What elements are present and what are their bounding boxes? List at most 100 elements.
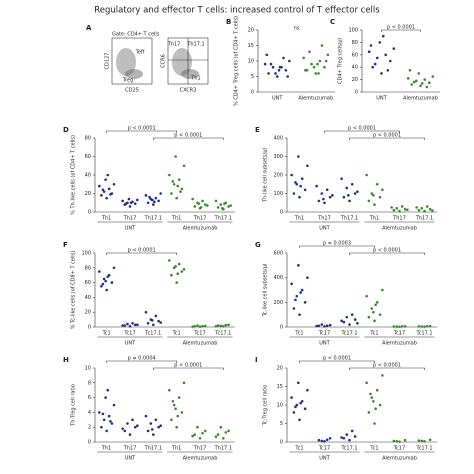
y-tick-label: 0 (88, 325, 91, 331)
dot (124, 202, 128, 205)
y-tick-label: 5 (251, 74, 254, 80)
dot (325, 188, 329, 192)
dot (428, 324, 432, 328)
dot (312, 65, 316, 69)
dot (127, 197, 131, 201)
dot (177, 396, 181, 399)
comparison-bracket (106, 252, 177, 255)
dot (297, 381, 300, 385)
y-tick-label: 20 (85, 191, 91, 197)
dot (168, 259, 171, 262)
dot (171, 400, 175, 403)
dot (398, 325, 401, 329)
dot (133, 323, 137, 327)
x-tick-label: UNT (272, 96, 283, 102)
dot (375, 388, 379, 392)
y-axis-label: CD4+ Treg cells/µl (338, 38, 344, 84)
p-value: p < 0.0001 (128, 248, 156, 254)
dot (320, 323, 324, 326)
x-tick-label: Th17 (123, 216, 137, 222)
dot (298, 313, 301, 316)
dot (378, 195, 382, 199)
y-tick-label: 0 (280, 210, 283, 216)
dot (144, 310, 148, 314)
dot (294, 405, 297, 409)
flow-population (181, 69, 199, 79)
dot (323, 65, 326, 69)
dot (300, 288, 304, 292)
gate-name: Th17.1 (186, 42, 204, 48)
dot (174, 155, 177, 158)
dot (323, 325, 326, 328)
dot (102, 418, 106, 422)
x-tick-label: Tc17.1 (340, 331, 357, 337)
dot (193, 205, 197, 208)
dot (431, 209, 434, 212)
y-tick-label: 0 (251, 90, 254, 96)
panel-letter: H (63, 356, 69, 364)
gate-name: Teff (135, 50, 145, 56)
dot (197, 202, 201, 205)
dot (229, 204, 232, 207)
dot (423, 209, 426, 213)
dot (381, 188, 384, 192)
dot (131, 418, 134, 422)
x-tick-label: Th1 (171, 216, 181, 222)
dot (372, 194, 375, 197)
dot (369, 44, 373, 47)
dot (159, 192, 162, 195)
dot (170, 418, 173, 422)
dot (323, 439, 326, 443)
dot (177, 262, 181, 266)
y-tick-label: 400 (273, 136, 283, 142)
dot (353, 435, 357, 438)
dot (331, 194, 334, 197)
dot (121, 199, 124, 203)
dot (370, 307, 374, 310)
flow-x-label: CXCR3 (180, 88, 197, 94)
dot (219, 203, 223, 206)
gate-name: Th17 (167, 42, 181, 48)
dot (345, 315, 349, 319)
dot (298, 195, 301, 199)
dot (148, 195, 151, 199)
x-tick-label: Th17.1 (415, 216, 433, 222)
dot (294, 298, 297, 302)
y-tick-label: 100 (81, 251, 91, 257)
dot (277, 69, 281, 72)
dot (292, 192, 296, 195)
dot (340, 177, 343, 180)
dot (403, 438, 407, 442)
dot (428, 438, 432, 442)
dot (224, 431, 228, 434)
comparison-bracket (381, 29, 421, 32)
comparison-bracket (106, 130, 177, 133)
dot (168, 173, 171, 177)
dot (425, 324, 429, 328)
y-tick-label: 15 (248, 43, 254, 49)
x-tick-label: Tc17.1 (340, 446, 357, 452)
x-tick-label: Tc17.1 (214, 331, 231, 337)
dot (171, 180, 175, 183)
dot (100, 425, 103, 429)
dot (274, 72, 277, 75)
dot (101, 188, 105, 192)
dot (214, 435, 218, 439)
dot (381, 288, 384, 292)
dot (179, 190, 182, 193)
dot (294, 181, 297, 184)
dot (378, 403, 382, 407)
x-tick-label: Th17 (392, 216, 406, 222)
dot (303, 407, 307, 411)
dot (347, 194, 350, 197)
dot (390, 206, 393, 209)
p-value: p < 0.0001 (348, 126, 376, 132)
dot (318, 59, 322, 63)
x-tick-label: UNT (376, 96, 387, 102)
dot (146, 429, 150, 433)
y-tick-label: 40 (352, 65, 358, 71)
dot (365, 173, 368, 177)
dot (299, 184, 302, 188)
group-label: UNT (125, 456, 136, 462)
dot (314, 72, 318, 75)
